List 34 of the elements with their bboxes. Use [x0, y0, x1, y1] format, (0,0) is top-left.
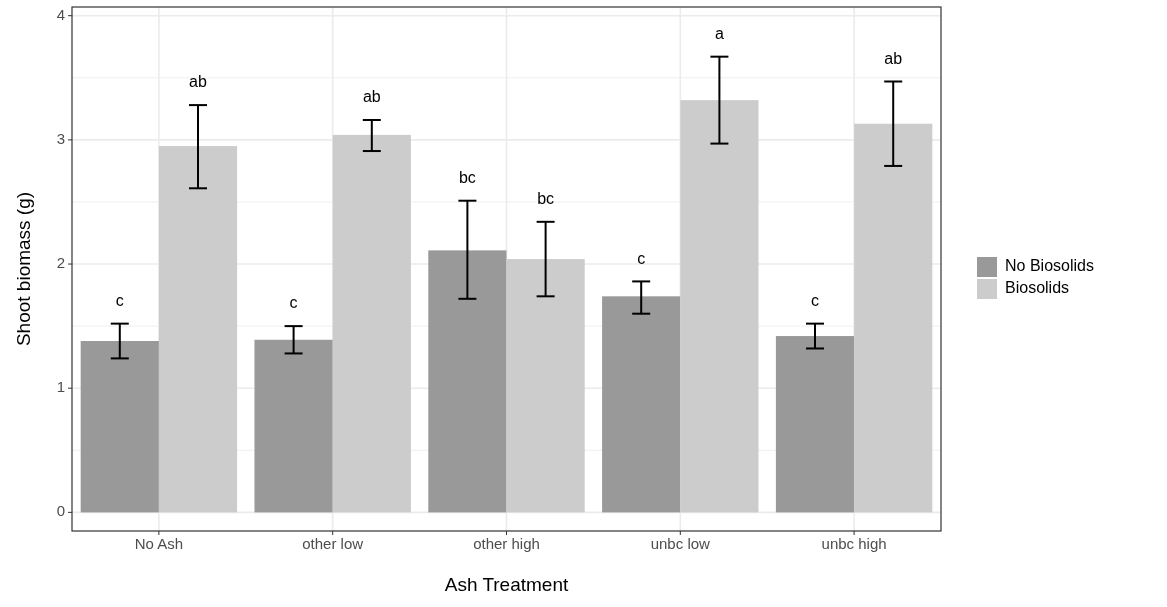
bar: [428, 250, 507, 513]
x-tick-label: other low: [302, 535, 364, 552]
annotation: ab: [362, 88, 381, 106]
legend-label: Biosolids: [1005, 279, 1070, 297]
annotation: bc: [458, 168, 476, 186]
annotation: c: [115, 291, 124, 309]
annotation: ab: [189, 73, 208, 91]
bar: [680, 100, 759, 513]
annotation: bc: [537, 190, 555, 208]
y-tick-label: 3: [56, 129, 65, 147]
annotation: c: [637, 249, 646, 267]
y-axis-title: Shoot biomass (g): [13, 191, 34, 347]
legend-label: No Biosolids: [1005, 257, 1094, 275]
x-tick-label: other high: [473, 535, 540, 552]
bar: [332, 134, 411, 513]
y-tick-label: 2: [56, 254, 65, 271]
bar: [254, 339, 333, 513]
annotation: ab: [884, 49, 903, 67]
bar: [80, 341, 159, 513]
bar: [506, 259, 585, 513]
annotation: c: [810, 291, 819, 309]
bar: [854, 123, 933, 513]
bar: [775, 336, 855, 513]
y-tick-label: 1: [56, 378, 65, 396]
x-tick-label: unbc low: [650, 535, 711, 552]
y-tick-label: 0: [56, 502, 65, 520]
annotation: a: [714, 24, 724, 42]
bar: [158, 146, 238, 513]
y-tick-label: 4: [56, 5, 65, 23]
x-axis-title: Ash Treatment: [444, 574, 569, 595]
x-tick-label: unbc high: [821, 535, 887, 552]
x-tick-label: No Ash: [134, 535, 184, 552]
bar: [602, 296, 681, 513]
annotation: c: [289, 294, 298, 312]
